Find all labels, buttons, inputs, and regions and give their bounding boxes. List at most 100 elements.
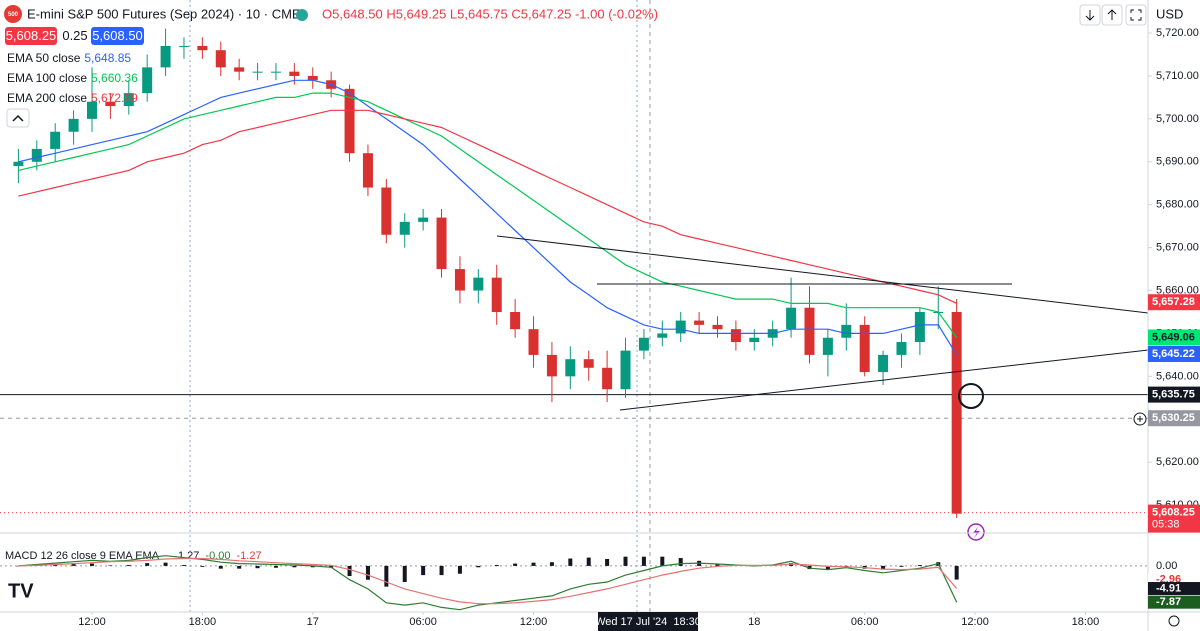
trendline [619,349,1149,411]
candle-body [878,354,889,373]
candle-body [31,148,42,162]
histogram-bar [439,565,444,576]
collapse-legend[interactable] [6,108,30,128]
candle-body [841,324,852,338]
histogram-bar [494,564,499,566]
y-tick-label: 5,690.00 [1156,156,1199,168]
market-status[interactable] [296,9,308,21]
candle-body [914,311,925,343]
legend-name: EMA 50 close [7,51,81,65]
currency[interactable]: USD [1156,6,1183,21]
histogram-bar [678,558,683,566]
histogram-bar [53,564,58,566]
candle-body [510,311,521,330]
candle-body [123,93,134,106]
highlight-circle [958,383,984,409]
histogram-bar [715,563,720,566]
histogram-bar [641,556,646,566]
candle-body [546,354,557,377]
ohlc-values: O5,648.50 H5,649.25 L5,645.75 C5,647.25 … [322,6,658,21]
legend-name: EMA 200 close [7,91,87,105]
x-tick-label: 18 [748,616,760,628]
indicator-title: MACD 12 26 close 9 EMA EMA [5,550,160,562]
histogram-bar [200,565,205,567]
candle-body [454,269,465,291]
candle-body [234,67,245,72]
price-tag [1148,504,1200,533]
candle-body [381,187,392,235]
histogram-bar [145,563,150,566]
histogram-bar [310,565,315,568]
legend-value: 5,648.85 [84,51,131,65]
histogram-bar [660,556,665,566]
candle-body [638,337,649,351]
candle-body [675,320,686,334]
ema-line [18,79,958,356]
histogram-bar [402,565,407,583]
y-tick-label: 5,640.00 [1156,370,1199,382]
fullscreen-button[interactable] [1125,4,1147,26]
candle-body [399,221,410,235]
y-tick-label: 5,700.00 [1156,113,1199,125]
candle-body [730,329,741,343]
y-tick-label: 5,680.00 [1156,199,1199,211]
settings-button[interactable] [1168,615,1180,627]
histogram-bar [237,565,242,569]
histogram-bar [255,565,260,569]
candle-body [289,71,300,76]
candle-body [712,324,723,330]
candle-body [620,350,631,390]
x-tick-label: 17 [307,616,319,628]
histogram-bar [457,565,462,574]
price-tag-label: 5,657.28 [1152,296,1195,308]
candle-body [694,320,705,325]
candle-body [178,45,189,47]
candle-body [804,307,815,355]
symbol-title: E-mini S&P 500 Futures (Sep 2024) · 10 ·… [27,6,301,21]
histogram-bar [108,565,113,566]
price-tag [1148,386,1200,403]
arrow-down [1085,10,1095,21]
candle-body [602,367,613,390]
x-tick-label: 06:00 [409,616,437,628]
tradingview-logo: TV [8,580,34,602]
x-tick-label: 06:00 [851,616,879,628]
price-tag-label: 5,635.75 [1152,389,1195,401]
candle-body [418,217,429,222]
x-tick-label: 12:00 [961,616,989,628]
x-tick-label: 18:00 [1072,616,1100,628]
candle-body [270,71,281,73]
histogram-bar [954,565,959,580]
histogram-bar [568,558,573,566]
ema-line [18,109,957,304]
candle-body [197,45,208,51]
sell-button[interactable] [5,27,57,45]
indicator-value: -1.27 [237,550,262,562]
histogram-bar [347,565,352,577]
price-tag-label: 5,630.25 [1152,412,1195,424]
countdown: 05:38 [1152,519,1180,531]
spread: 0.25 [62,28,87,43]
candle-body [105,101,116,106]
histogram-bar [549,562,554,566]
histogram-bar [881,565,886,570]
histogram-bar [513,563,518,566]
histogram-bar [623,556,628,566]
histogram-bar [421,565,426,576]
buy-price: 5,608.50 [92,28,143,43]
buy-button[interactable] [91,27,144,45]
histogram-bar [825,565,830,570]
indicator-tag [1148,595,1200,609]
candle-body [13,161,24,167]
candle-body [528,329,539,355]
legend-value: 5,660.36 [91,71,138,85]
trendline [496,235,1149,314]
fullscreen-icon [1130,9,1142,21]
ema-line [18,92,958,339]
histogram-bar [807,565,812,570]
candle-body [859,324,870,373]
candle-body [951,311,962,514]
legend-name: EMA 100 close [7,71,87,85]
histogram-bar [273,565,278,568]
y-tick-label: 5,660.00 [1156,284,1199,296]
